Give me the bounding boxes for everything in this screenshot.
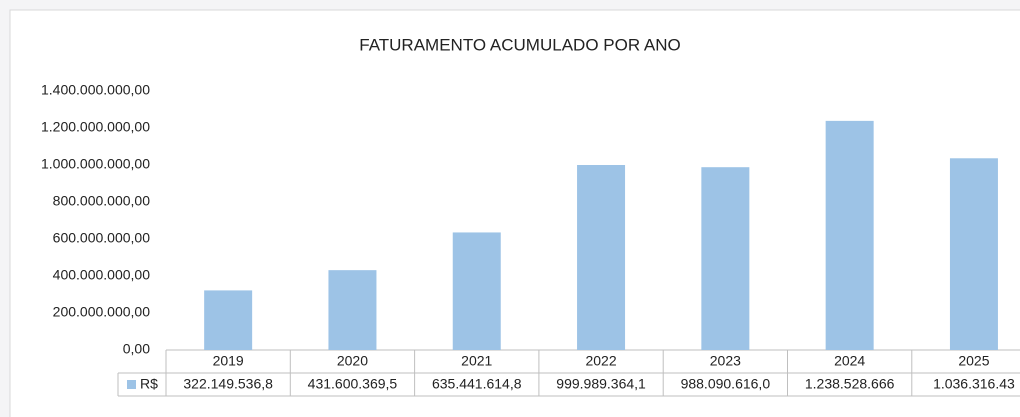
y-tick-label: 1.400.000.000,00 — [41, 82, 150, 98]
bar — [825, 120, 874, 351]
y-tick-label: 200.000.000,00 — [53, 304, 151, 320]
x-tick-label: 2019 — [213, 353, 244, 369]
table-value: 999.989.364,1 — [556, 376, 646, 392]
y-tick-label: 600.000.000,00 — [53, 230, 151, 246]
bar — [452, 232, 501, 350]
y-tick-label: 1.000.000.000,00 — [41, 156, 150, 172]
legend-label: R$ — [140, 376, 158, 392]
chart-title: FATURAMENTO ACUMULADO POR ANO — [359, 35, 680, 54]
legend-key — [127, 380, 136, 389]
x-tick-label: 2024 — [834, 353, 865, 369]
table-value: 635.441.614,8 — [432, 376, 522, 392]
bar — [701, 167, 750, 350]
table-value: 1.036.316.43 — [933, 376, 1015, 392]
y-tick-label: 0,00 — [123, 341, 150, 357]
y-tick-label: 1.200.000.000,00 — [41, 119, 150, 135]
x-tick-label: 2025 — [958, 353, 989, 369]
x-tick-label: 2022 — [585, 353, 616, 369]
table-value: 322.149.536,8 — [183, 376, 273, 392]
table-value: 988.090.616,0 — [681, 376, 771, 392]
bar — [577, 165, 626, 350]
x-tick-label: 2023 — [710, 353, 741, 369]
y-tick-label: 800.000.000,00 — [53, 193, 151, 209]
bar — [949, 158, 998, 350]
x-tick-label: 2021 — [461, 353, 492, 369]
y-tick-label: 400.000.000,00 — [53, 267, 151, 283]
bar — [204, 290, 253, 350]
x-tick-label: 2020 — [337, 353, 368, 369]
bar — [328, 270, 377, 350]
table-value: 431.600.369,5 — [308, 376, 398, 392]
table-value: 1.238.528.666 — [805, 376, 895, 392]
